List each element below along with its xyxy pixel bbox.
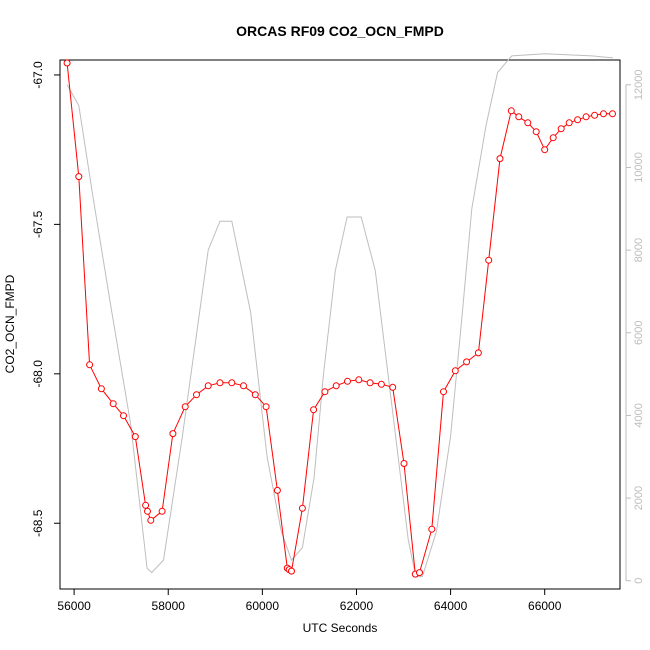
- data-point: [574, 116, 582, 124]
- data-point: [86, 361, 94, 369]
- y-tick-label: -68.0: [31, 360, 45, 388]
- data-point: [565, 119, 573, 127]
- data-point: [344, 377, 351, 385]
- data-point: [582, 113, 590, 121]
- data-point: [557, 125, 565, 133]
- data-point: [204, 382, 212, 390]
- x-tick-label: 58000: [152, 599, 186, 613]
- secondary-y-tick-label: 8000: [633, 238, 645, 262]
- data-point: [109, 400, 117, 408]
- data-point: [147, 516, 155, 524]
- secondary-y-tick-label: 10000: [633, 152, 645, 183]
- data-point: [97, 385, 105, 393]
- data-point: [591, 111, 599, 119]
- data-point: [193, 391, 200, 399]
- data-point: [288, 567, 295, 575]
- data-point: [366, 379, 374, 387]
- data-point: [532, 128, 540, 136]
- data-point: [273, 486, 281, 494]
- data-point: [440, 388, 447, 396]
- x-axis: 56000 58000 60000 62000 64000 66000: [57, 589, 562, 613]
- secondary-y-tick-label: 4000: [633, 403, 645, 427]
- chart-title: ORCAS RF09 CO2_OCN_FMPD: [236, 23, 444, 39]
- data-point: [321, 388, 329, 396]
- data-point: [169, 430, 177, 438]
- x-tick-label: 60000: [246, 599, 280, 613]
- y-axis: -67.0 -67.5 -68.0 -68.5: [31, 61, 60, 537]
- data-point: [377, 380, 385, 388]
- data-point: [474, 349, 482, 357]
- data-point: [131, 433, 139, 441]
- secondary-y-tick-label: 2000: [633, 486, 645, 510]
- co2-series-layer: [63, 59, 616, 578]
- data-point: [428, 525, 436, 533]
- data-point: [228, 379, 236, 387]
- x-tick-label: 62000: [340, 599, 374, 613]
- data-point: [549, 134, 557, 142]
- x-tick-label: 56000: [57, 599, 91, 613]
- data-point: [298, 504, 306, 512]
- data-point: [541, 146, 549, 154]
- data-point: [496, 155, 504, 163]
- data-point: [310, 406, 318, 414]
- data-point: [251, 391, 259, 399]
- secondary-y-axis: 0 2000 4000 6000 8000 10000 12000: [625, 70, 645, 584]
- x-tick-label: 66000: [528, 599, 562, 613]
- x-tick-label: 64000: [434, 599, 468, 613]
- data-point: [451, 367, 459, 375]
- data-point: [75, 173, 83, 181]
- y-tick-label: -67.5: [31, 210, 45, 238]
- data-point: [389, 383, 397, 391]
- secondary-y-tick-label: 6000: [633, 321, 645, 345]
- y-tick-label: -68.5: [31, 509, 45, 537]
- altitude-series-layer: [66, 53, 613, 578]
- data-point: [515, 113, 523, 121]
- data-point: [144, 507, 151, 515]
- data-point: [416, 569, 423, 577]
- data-point: [507, 107, 515, 115]
- data-point: [216, 379, 224, 387]
- data-point: [600, 110, 607, 118]
- data-point: [262, 403, 270, 411]
- data-point: [142, 501, 150, 509]
- data-point: [355, 376, 363, 384]
- data-point: [240, 382, 247, 390]
- x-axis-label: UTC Seconds: [303, 621, 378, 635]
- data-point: [158, 507, 166, 515]
- secondary-y-tick-label: 0: [633, 578, 645, 584]
- data-point: [485, 256, 493, 264]
- data-point: [120, 412, 127, 420]
- altitude-line: [66, 53, 613, 578]
- data-point: [181, 403, 189, 411]
- data-point: [463, 358, 471, 366]
- data-point: [524, 119, 532, 127]
- data-point: [332, 382, 340, 390]
- plot-frame: [59, 59, 621, 590]
- data-point: [63, 59, 71, 67]
- data-point: [400, 460, 408, 467]
- co2-line: [66, 62, 613, 575]
- y-axis-label: CO2_OCN_FMPD: [3, 274, 17, 373]
- secondary-y-tick-label: 12000: [633, 70, 645, 101]
- y-tick-label: -67.0: [31, 61, 45, 89]
- data-point: [609, 110, 616, 118]
